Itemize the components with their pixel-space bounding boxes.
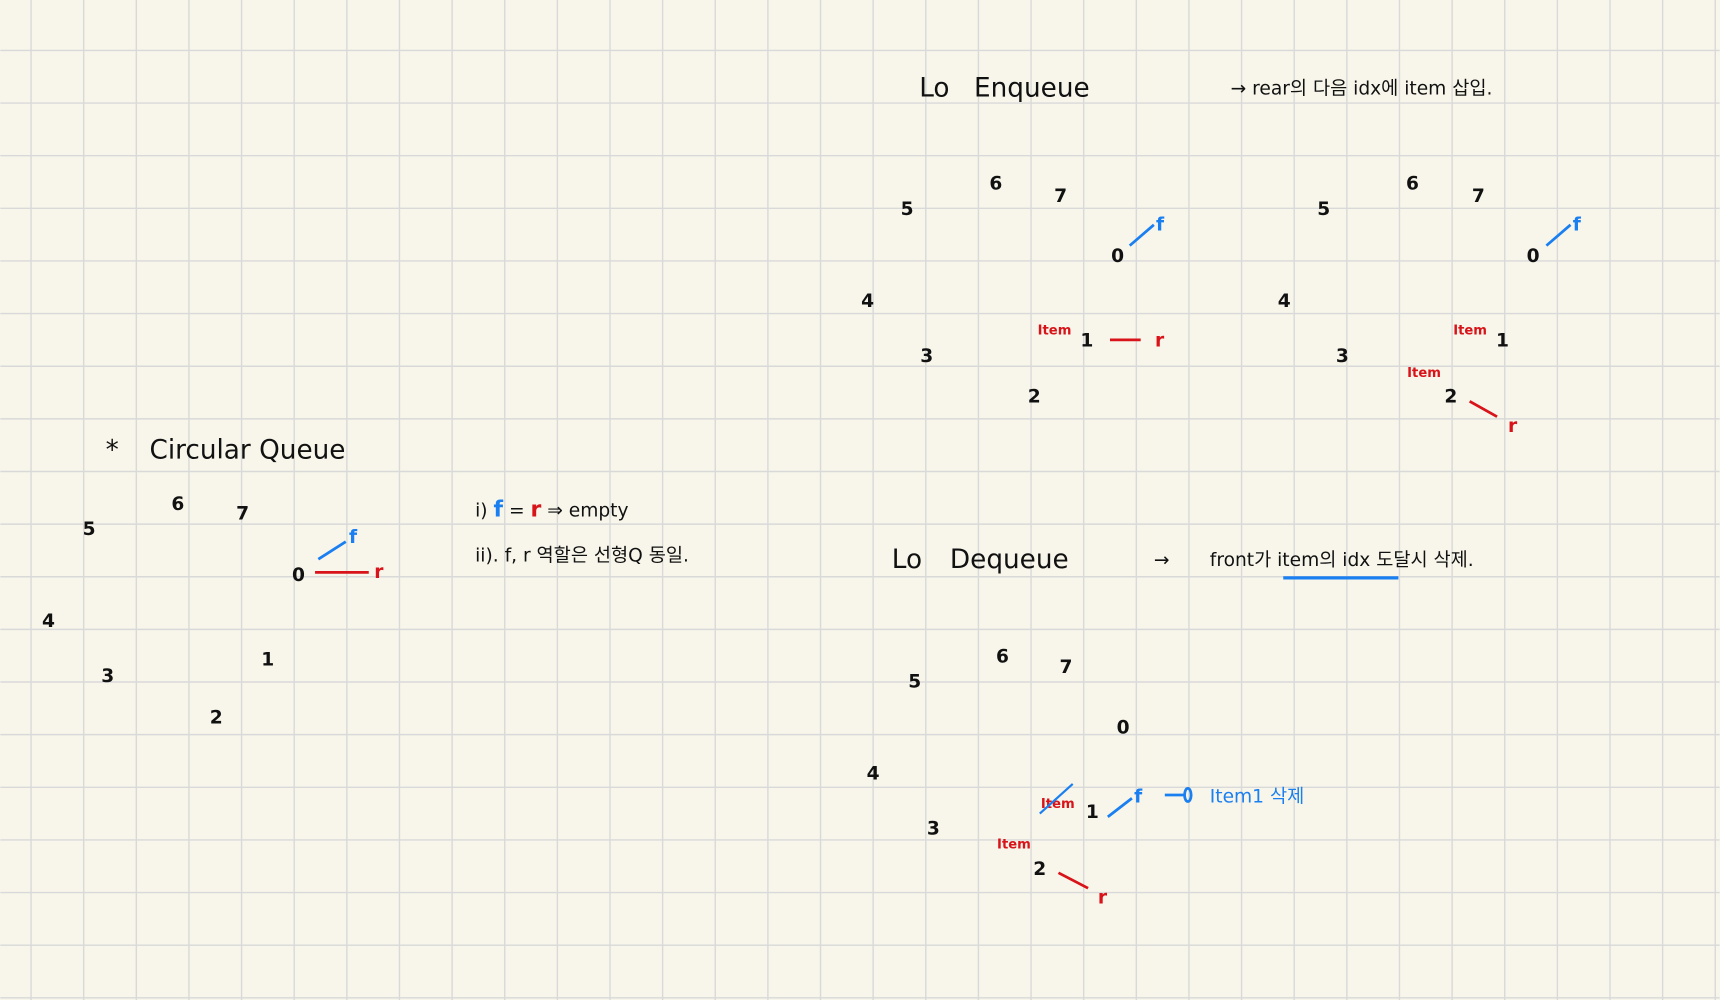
rear-arrow bbox=[1468, 400, 1498, 418]
dequeue-section: Lo Dequeue → front가 item의 idx 도달시 삭제. 0 … bbox=[867, 545, 1474, 909]
index-3: 3 bbox=[920, 346, 933, 367]
index-7: 7 bbox=[1472, 186, 1485, 207]
strike-through bbox=[1039, 783, 1074, 815]
index-7: 7 bbox=[236, 504, 249, 525]
index-5: 5 bbox=[908, 672, 921, 693]
index-5: 5 bbox=[83, 519, 96, 540]
index-1: 1 bbox=[1496, 330, 1509, 351]
index-0: 0 bbox=[1527, 246, 1540, 267]
item-label: Item bbox=[997, 838, 1031, 853]
section-title: Enqueue bbox=[974, 73, 1090, 103]
front-arrow bbox=[1106, 797, 1133, 818]
index-6: 6 bbox=[989, 174, 1002, 195]
index-6: 6 bbox=[1406, 174, 1419, 195]
index-6: 6 bbox=[996, 646, 1009, 667]
index-4: 4 bbox=[1278, 291, 1291, 312]
index-4: 4 bbox=[42, 611, 55, 632]
front-arrow bbox=[317, 540, 347, 561]
index-1: 1 bbox=[1086, 802, 1099, 823]
enqueue-ring-before: 0 1 2 3 4 5 6 7 Item f r bbox=[861, 174, 1165, 408]
rear-label: r bbox=[1508, 416, 1518, 437]
index-1: 1 bbox=[261, 650, 274, 671]
index-0: 0 bbox=[1117, 718, 1130, 739]
index-2: 2 bbox=[1444, 386, 1457, 407]
deleted-item-label: Item bbox=[1041, 797, 1075, 812]
index-7: 7 bbox=[1054, 186, 1067, 207]
front-arrow bbox=[1545, 223, 1572, 247]
front-label: f bbox=[1573, 214, 1582, 235]
bullet: * bbox=[106, 435, 119, 465]
index-3: 3 bbox=[927, 818, 940, 839]
index-6: 6 bbox=[171, 494, 184, 515]
index-3: 3 bbox=[101, 666, 114, 687]
new-item-label: Item bbox=[1407, 366, 1441, 381]
index-4: 4 bbox=[867, 764, 880, 785]
rear-arrow bbox=[1057, 871, 1089, 890]
front-label: f bbox=[349, 527, 358, 548]
index-3: 3 bbox=[1336, 346, 1349, 367]
index-0: 0 bbox=[1111, 246, 1124, 267]
ring-indices: 0 1 2 3 4 5 6 7 bbox=[42, 494, 305, 729]
index-1: 1 bbox=[1080, 330, 1093, 351]
section-description: → rear의 다음 idx에 item 삽입. bbox=[1231, 78, 1493, 99]
index-5: 5 bbox=[901, 199, 914, 220]
index-0: 0 bbox=[292, 565, 305, 586]
rear-label: r bbox=[1155, 330, 1165, 351]
deletion-note: Item1 삭제 bbox=[1210, 787, 1304, 808]
index-7: 7 bbox=[1060, 657, 1073, 678]
section-title: Circular Queue bbox=[149, 435, 345, 465]
index-4: 4 bbox=[861, 291, 874, 312]
index-5: 5 bbox=[1317, 199, 1330, 220]
rear-label: r bbox=[1098, 888, 1108, 909]
section-title: Dequeue bbox=[950, 545, 1069, 575]
description-arrow: → bbox=[1154, 550, 1170, 571]
section-marker: Lo bbox=[892, 545, 922, 575]
note-roles: ii). f, r 역할은 선형Q 동일. bbox=[475, 545, 689, 566]
circular-queue-section: * Circular Queue 0 1 2 3 4 5 6 7 f r i) … bbox=[42, 435, 689, 728]
front-arrow bbox=[1128, 223, 1155, 247]
rear-label: r bbox=[374, 562, 384, 583]
front-label: f bbox=[1156, 214, 1165, 235]
front-label: f bbox=[1134, 787, 1143, 808]
result-arrow-head bbox=[1183, 787, 1193, 803]
enqueue-ring-after: 0 1 2 3 4 5 6 7 Item Item f r bbox=[1278, 174, 1582, 437]
index-2: 2 bbox=[1033, 859, 1046, 880]
section-marker: Lo bbox=[919, 73, 949, 103]
item-label: Item bbox=[1038, 323, 1072, 338]
index-2: 2 bbox=[1028, 386, 1041, 407]
note-empty: i) f = r ⇒ empty bbox=[475, 497, 628, 522]
enqueue-section: Lo Enqueue → rear의 다음 idx에 item 삽입. 0 1 … bbox=[861, 73, 1582, 437]
index-2: 2 bbox=[210, 708, 223, 729]
item-label: Item bbox=[1453, 323, 1487, 338]
section-description: front가 item의 idx 도달시 삭제. bbox=[1210, 550, 1474, 571]
